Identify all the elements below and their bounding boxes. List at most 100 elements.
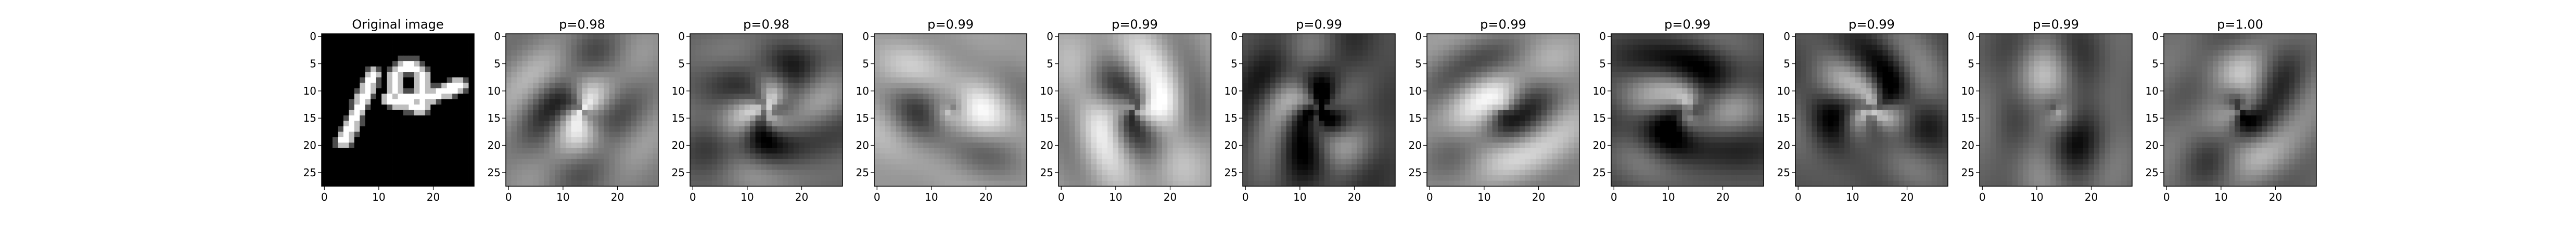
panel-8: p=0.99 0 10 20 0 5 10 15 20 25 (1777, 17, 1948, 203)
panel-7-ytick-label-1: 5 (1599, 58, 1606, 70)
panel-0-ytick-label-4: 20 (303, 139, 316, 152)
panel-3-xtick-label-2: 20 (979, 191, 992, 203)
panel-0-xtick-label-0: 0 (321, 191, 328, 203)
panel-9-frame (1979, 33, 2133, 187)
panel-6-image (1427, 34, 1580, 187)
panel-1-xtick-label-1: 10 (556, 191, 569, 203)
panel-7: p=0.99 0 10 20 0 5 10 15 20 25 (1593, 17, 1764, 203)
panel-10-ytick-label-5: 25 (2146, 166, 2159, 179)
panel-5-xtick-label-2: 20 (1348, 191, 1361, 203)
panel-3-frame (874, 33, 1027, 187)
panel-10-xtick-label-0: 0 (2163, 191, 2170, 203)
panel-6-ytick-label-4: 20 (1409, 139, 1422, 152)
panel-1-xtick-label-0: 0 (505, 191, 512, 203)
panel-8-ytick-label-4: 20 (1777, 139, 1790, 152)
panel-3-xtick-label-0: 0 (874, 191, 881, 203)
panel-8-image (1795, 34, 1948, 187)
panel-0-ytick-label-1: 5 (310, 58, 316, 70)
panel-5-title: p=0.99 (1296, 17, 1342, 32)
panel-8-ytick-label-3: 15 (1777, 112, 1790, 124)
panel-9-ytick-label-3: 15 (1961, 112, 1974, 124)
panel-3-ytick-label-4: 20 (856, 139, 869, 152)
panel-2-xtick-label-0: 0 (690, 191, 696, 203)
panel-9-ytick-label-1: 5 (1968, 58, 1974, 70)
panel-3-title: p=0.99 (927, 17, 974, 32)
panel-1-ytick-label-1: 5 (494, 58, 501, 70)
panel-2-ytick-label-1: 5 (678, 58, 685, 70)
panel-9-xtick-label-0: 0 (1979, 191, 1986, 203)
panel-9-ytick-label-2: 10 (1961, 85, 1974, 97)
panel-1-xtick-label-2: 20 (611, 191, 624, 203)
panel-5-frame (1242, 33, 1396, 187)
panel-6-xtick-label-2: 20 (1532, 191, 1545, 203)
panel-6-ytick-label-0: 0 (1415, 30, 1422, 43)
panel-0-ytick-label-5: 25 (303, 166, 316, 179)
panel-6: p=0.99 0 10 20 0 5 10 15 20 25 (1409, 17, 1580, 203)
panel-2-ytick-label-5: 25 (672, 166, 685, 179)
panel-10-ytick-label-3: 15 (2146, 112, 2159, 124)
panel-4-ytick-label-0: 0 (1047, 30, 1053, 43)
panel-4-xtick-label-1: 10 (1109, 191, 1122, 203)
panel-10-ytick-label-0: 0 (2152, 30, 2159, 43)
panel-4: p=0.99 0 10 20 0 5 10 15 20 25 (1040, 17, 1212, 203)
panel-10-xtick-label-2: 20 (2269, 191, 2282, 203)
panel-4-title: p=0.99 (1112, 17, 1158, 32)
panel-2-xtick-label-2: 20 (795, 191, 808, 203)
panel-0-ytick-label-3: 15 (303, 112, 316, 124)
panel-10-title: p=1.00 (2217, 17, 2263, 32)
panel-4-ytick-label-1: 5 (1047, 58, 1053, 70)
panel-1-title: p=0.98 (559, 17, 605, 32)
panel-9-title: p=0.99 (2033, 17, 2079, 32)
panel-1-ytick-label-0: 0 (494, 30, 501, 43)
panel-2-ytick-label-3: 15 (672, 112, 685, 124)
panel-5-ytick-label-2: 10 (1225, 85, 1238, 97)
panel-1-ytick-label-4: 20 (488, 139, 501, 152)
panel-7-ytick-label-4: 20 (1593, 139, 1606, 152)
panel-4-xtick-label-2: 20 (1164, 191, 1177, 203)
panel-1-frame (505, 33, 659, 187)
panel-5-xtick-label-0: 0 (1242, 191, 1249, 203)
panel-8-ytick-label-2: 10 (1777, 85, 1790, 97)
panel-0-xtick-label-1: 10 (372, 191, 385, 203)
panel-2-frame (690, 33, 843, 187)
panel-9-xtick-label-2: 20 (2085, 191, 2098, 203)
panel-2-xtick-label-1: 10 (741, 191, 754, 203)
panel-0: Original image 0 10 20 0 5 10 15 20 25 (303, 17, 475, 203)
panel-7-xtick-label-1: 10 (1662, 191, 1675, 203)
panel-4-ytick-label-5: 25 (1040, 166, 1053, 179)
panel-8-ytick-label-1: 5 (1783, 58, 1790, 70)
panel-8-xtick-label-0: 0 (1795, 191, 1802, 203)
panel-7-ytick-label-5: 25 (1593, 166, 1606, 179)
panel-3-ytick-label-3: 15 (856, 112, 869, 124)
panel-4-ytick-label-3: 15 (1040, 112, 1053, 124)
panel-1: p=0.98 0 10 20 0 5 10 15 20 25 (488, 17, 659, 203)
panel-5-ytick-label-5: 25 (1225, 166, 1238, 179)
panel-2-ytick-label-4: 20 (672, 139, 685, 152)
panel-9-ytick-label-0: 0 (1968, 30, 1974, 43)
panel-2-title: p=0.98 (743, 17, 789, 32)
panel-8-xtick-label-1: 10 (1846, 191, 1859, 203)
panel-3-ytick-label-1: 5 (862, 58, 869, 70)
panel-1-image (506, 34, 659, 187)
panel-2-image (690, 34, 843, 187)
panel-9-xtick-label-1: 10 (2030, 191, 2043, 203)
panel-7-ytick-label-0: 0 (1599, 30, 1606, 43)
panel-9: p=0.99 0 10 20 0 5 10 15 20 25 (1961, 17, 2133, 203)
panel-1-ytick-label-3: 15 (488, 112, 501, 124)
panel-6-title: p=0.99 (1480, 17, 1526, 32)
panel-10-ytick-label-1: 5 (2152, 58, 2159, 70)
panel-3-xtick-label-1: 10 (925, 191, 938, 203)
panel-3-image (874, 34, 1027, 187)
panel-10-frame (2163, 33, 2317, 187)
panel-8-ytick-label-5: 25 (1777, 166, 1790, 179)
panel-7-ytick-label-2: 10 (1593, 85, 1606, 97)
panel-8-ytick-label-0: 0 (1783, 30, 1790, 43)
panel-5-ytick-label-1: 5 (1231, 58, 1238, 70)
panel-0-xtick-label-2: 20 (427, 191, 440, 203)
panel-7-title: p=0.99 (1664, 17, 1711, 32)
panel-7-xtick-label-0: 0 (1611, 191, 1617, 203)
panel-9-ytick-label-5: 25 (1961, 166, 1974, 179)
panel-6-ytick-label-1: 5 (1415, 58, 1422, 70)
panel-2-ytick-label-2: 10 (672, 85, 685, 97)
